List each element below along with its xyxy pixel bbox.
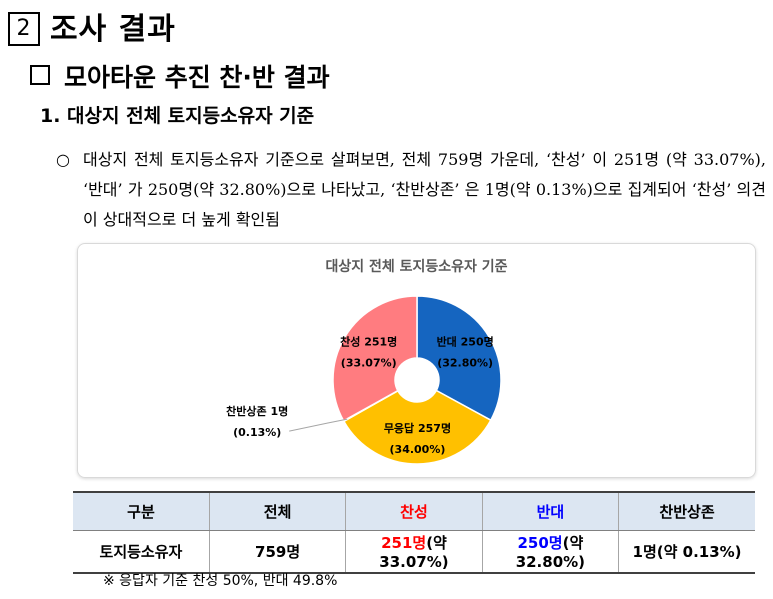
slice-pct-label: (32.80%) xyxy=(437,356,493,369)
subsection-title: 모아타운 추진 찬·반 결과 xyxy=(64,63,330,92)
section-heading: 2 조사 결과 xyxy=(8,4,176,48)
pie-slice-0 xyxy=(416,295,502,422)
slice-label: 무응답 257명 xyxy=(384,421,451,435)
oppose-pct: (약 32.80%) xyxy=(515,534,586,571)
favor-count: 251명 xyxy=(381,534,427,552)
header-category: 구분 xyxy=(73,491,210,531)
leader-line xyxy=(289,418,348,432)
cell-favor: 251명(약 33.07%) xyxy=(345,530,483,574)
favor-pct: (약 33.07%) xyxy=(379,534,449,571)
slice-label: 반대 250명 xyxy=(437,334,494,348)
cell-mixed: 1명(약 0.13%) xyxy=(618,530,755,574)
chart-panel: 대상지 전체 토지등소유자 기준 반대 250명 (32.80%) 무응답 257명… xyxy=(77,243,756,478)
slice-label: 찬성 251명 xyxy=(340,335,397,349)
header-oppose: 반대 xyxy=(481,491,619,531)
footnote: ※ 응답자 기준 찬성 50%, 반대 49.8% xyxy=(103,573,338,589)
header-mixed: 찬반상존 xyxy=(618,491,755,531)
cell-total: 759명 xyxy=(208,530,346,574)
pie-slice-3 xyxy=(332,295,418,422)
item-heading: 1. 대상지 전체 토지등소유자 기준 xyxy=(40,105,315,127)
circle-bullet-icon: ○ xyxy=(56,150,70,169)
section-number: 2 xyxy=(8,12,40,46)
slice-label: 찬반상존 1명 xyxy=(226,404,288,418)
results-table: 구분 전체 찬성 반대 찬반상존 토지등소유자 759명 251명(약 33.0… xyxy=(73,491,755,574)
summary-text: 대상지 전체 토지등소유자 기준으로 살펴보면, 전체 759명 가운데, ‘찬… xyxy=(83,150,766,229)
header-favor: 찬성 xyxy=(345,491,483,531)
pie-slice-1 xyxy=(342,389,492,465)
checkbox-square-icon xyxy=(30,65,50,85)
donut-chart: 반대 250명 (32.80%) 무응답 257명 (34.00%) 찬성 251명 (3… xyxy=(226,295,502,465)
slice-pct-label: (0.13%) xyxy=(233,426,281,439)
slice-pct-label: (34.00%) xyxy=(390,443,446,456)
cell-oppose: 250명(약 32.80%) xyxy=(481,530,619,574)
subsection-heading: 모아타운 추진 찬·반 결과 xyxy=(30,58,330,94)
slice-pct-label: (33.07%) xyxy=(341,357,397,370)
chart-title: 대상지 전체 토지등소유자 기준 xyxy=(325,259,508,275)
table-header-row: 구분 전체 찬성 반대 찬반상존 xyxy=(73,491,755,531)
oppose-count: 250명 xyxy=(517,534,563,552)
header-total: 전체 xyxy=(208,491,346,531)
section-title: 조사 결과 xyxy=(50,12,176,47)
summary-paragraph: ○ 대상지 전체 토지등소유자 기준으로 살펴보면, 전체 759명 가운데, … xyxy=(56,145,766,235)
table-row: 토지등소유자 759명 251명(약 33.07%) 250명(약 32.80%… xyxy=(73,530,755,574)
cell-category: 토지등소유자 xyxy=(73,530,210,574)
